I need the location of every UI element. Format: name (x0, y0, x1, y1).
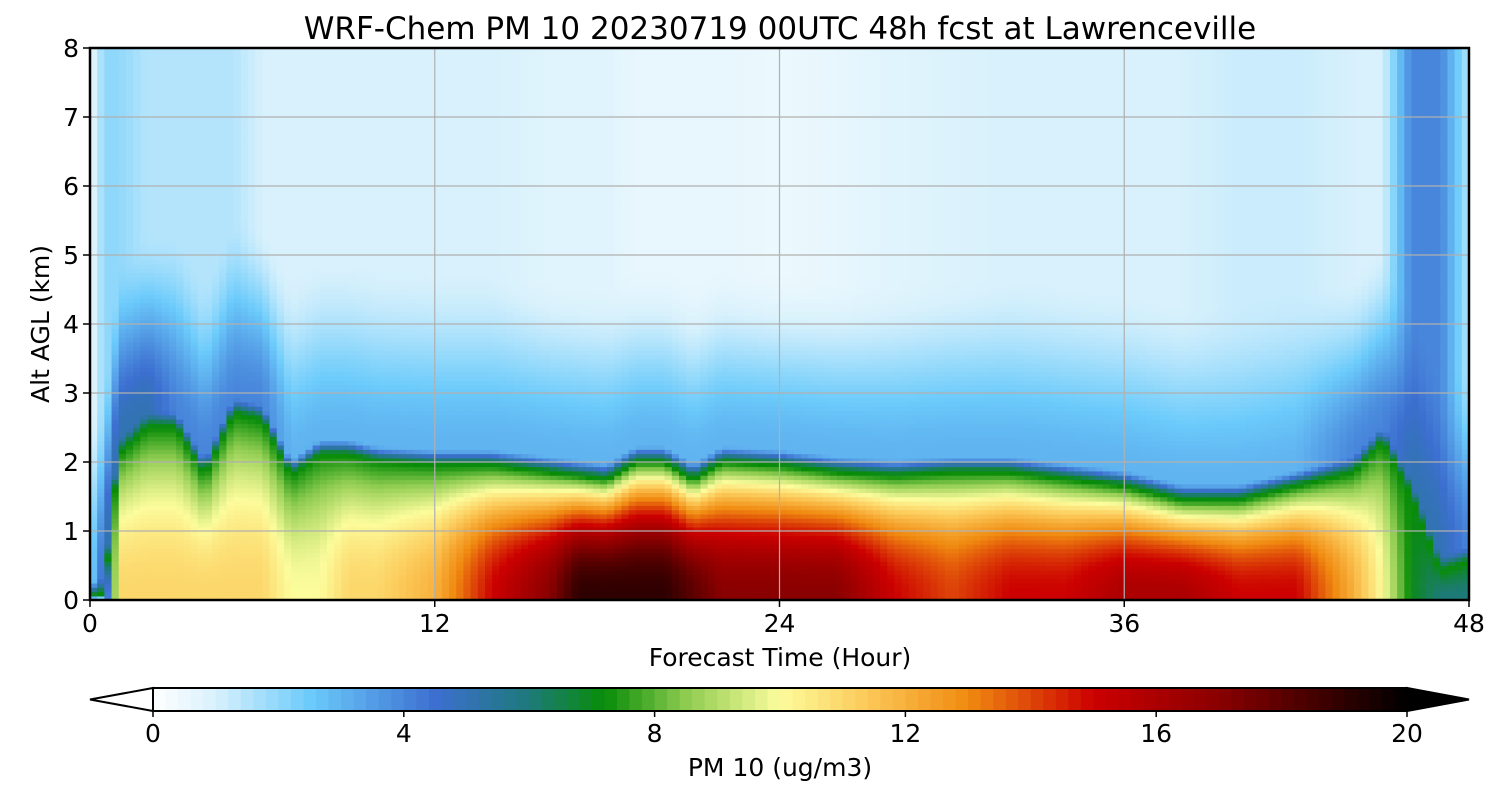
chart-title: WRF-Chem PM 10 20230719 00UTC 48h fcst a… (304, 11, 1256, 47)
plot-area (90, 48, 1470, 601)
